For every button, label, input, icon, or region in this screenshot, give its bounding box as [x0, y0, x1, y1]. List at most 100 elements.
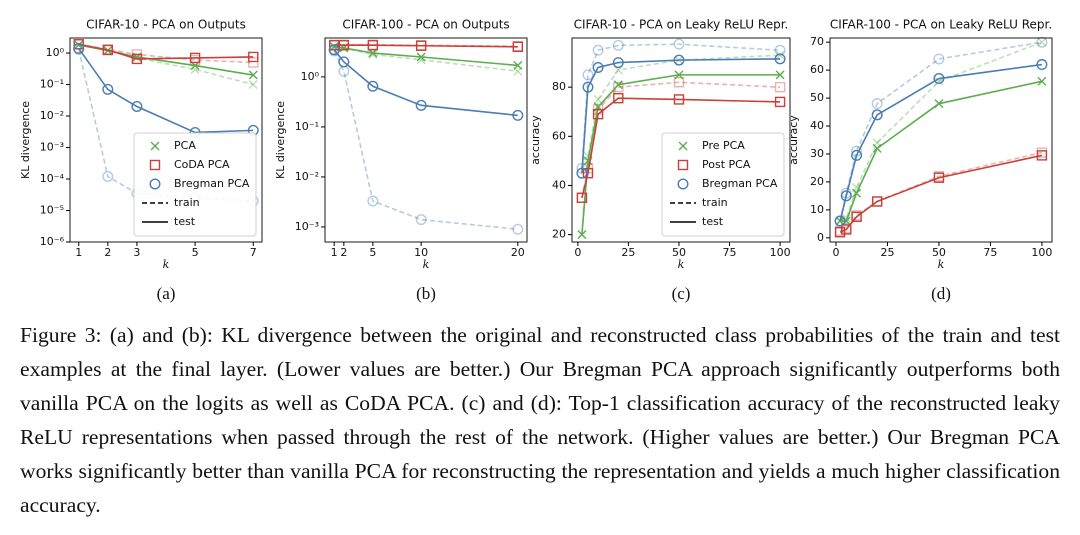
y-axis-label: accuracy — [529, 115, 542, 165]
marker — [774, 81, 786, 93]
marker — [774, 53, 786, 65]
marker — [576, 192, 588, 203]
marker — [1036, 150, 1048, 161]
x-tick-label: 0 — [832, 246, 839, 259]
chart-title: CIFAR-100 - PCA on Outputs — [342, 18, 509, 32]
caption: Figure 3: (a) and (b): KL divergence bet… — [20, 323, 1060, 517]
legend-label: Bregman PCA — [702, 177, 778, 190]
y-tick-label: 60 — [552, 129, 566, 142]
x-tick-label: 25 — [880, 246, 894, 259]
marker — [774, 96, 786, 108]
y-tick-label: 10⁰ — [46, 46, 65, 59]
marker — [840, 190, 852, 202]
marker — [673, 94, 685, 105]
marker — [673, 38, 685, 50]
y-tick-label: 10⁰ — [301, 70, 320, 83]
y-tick-label: 30 — [810, 147, 824, 160]
y-tick-label: 10⁻² — [295, 170, 319, 183]
marker — [367, 40, 379, 51]
train-line — [839, 41, 1043, 222]
legend-label: test — [174, 215, 196, 228]
marker — [1036, 36, 1048, 48]
test-line — [78, 43, 254, 60]
test-line — [581, 58, 781, 174]
axes-frame — [69, 37, 263, 243]
marker — [774, 44, 786, 56]
marker — [102, 83, 114, 95]
x-tick-label: 100 — [1031, 246, 1052, 259]
marker — [593, 94, 603, 104]
marker — [338, 40, 350, 51]
marker — [775, 50, 785, 60]
marker — [131, 101, 143, 113]
train-line — [839, 41, 1043, 222]
y-axis-label: KL divergence — [274, 101, 287, 179]
legend-symbol — [149, 159, 161, 171]
legend-label: PCA — [174, 139, 196, 152]
legend-symbol — [677, 159, 689, 171]
marker — [367, 80, 379, 92]
marker — [1037, 76, 1047, 86]
marker — [415, 214, 427, 226]
legend-label: train — [174, 196, 200, 209]
legend-label: Post PCA — [702, 158, 751, 171]
marker — [338, 56, 350, 68]
marker — [871, 98, 883, 110]
marker — [613, 93, 624, 104]
y-tick-label: 10⁻⁵ — [40, 204, 64, 217]
marker — [612, 57, 624, 69]
marker — [612, 39, 624, 51]
y-axis-label: KL divergence — [19, 101, 32, 179]
marker — [851, 211, 862, 223]
panel-label: (a) — [157, 284, 176, 303]
marker — [613, 80, 623, 90]
train-line — [78, 44, 254, 86]
y-tick-label: 0 — [817, 231, 824, 244]
marker — [582, 69, 594, 81]
marker — [592, 108, 604, 120]
train-line — [334, 46, 518, 73]
marker — [189, 52, 201, 64]
marker — [367, 195, 379, 207]
y-tick-label: 10⁻² — [40, 109, 64, 122]
x-tick-label: 100 — [770, 246, 791, 259]
marker — [592, 61, 604, 73]
x-tick-label: 3 — [133, 246, 140, 259]
x-tick-label: 10 — [414, 246, 428, 259]
y-tick-label: 40 — [552, 178, 566, 191]
x-tick-label: 2 — [104, 246, 111, 259]
y-tick-label: 10⁻¹ — [40, 78, 64, 91]
marker — [852, 188, 862, 198]
marker — [872, 143, 882, 153]
legend-symbol — [678, 141, 688, 151]
legend-symbol — [150, 141, 160, 151]
chart-title: CIFAR-10 - PCA on Outputs — [86, 18, 246, 32]
marker — [512, 41, 524, 53]
x-tick-label: 0 — [574, 246, 581, 259]
marker — [613, 81, 624, 93]
marker — [328, 44, 340, 56]
marker — [248, 70, 258, 80]
marker — [673, 77, 685, 88]
y-tick-label: 10⁻⁴ — [40, 172, 65, 185]
x-tick-label: 1 — [331, 246, 338, 259]
y-tick-label: 80 — [552, 80, 566, 93]
chart-title: CIFAR-10 - PCA on Leaky ReLU Repr. — [574, 18, 789, 32]
marker — [582, 81, 594, 93]
y-tick-label: 10⁻⁶ — [40, 235, 65, 248]
x-tick-label: 2 — [340, 246, 347, 259]
x-tick-label: 5 — [369, 246, 376, 259]
x-tick-label: 50 — [672, 246, 686, 259]
legend-symbol — [677, 178, 689, 190]
test-line — [334, 44, 518, 48]
marker — [248, 51, 259, 63]
y-tick-label: 10⁻³ — [40, 141, 64, 154]
marker — [871, 109, 883, 121]
x-tick-label: 75 — [723, 246, 737, 259]
marker — [248, 80, 258, 90]
legend-label: Bregman PCA — [174, 177, 250, 190]
x-tick-label: 20 — [511, 246, 525, 259]
y-tick-label: 10⁻³ — [295, 220, 319, 233]
marker — [834, 215, 846, 227]
